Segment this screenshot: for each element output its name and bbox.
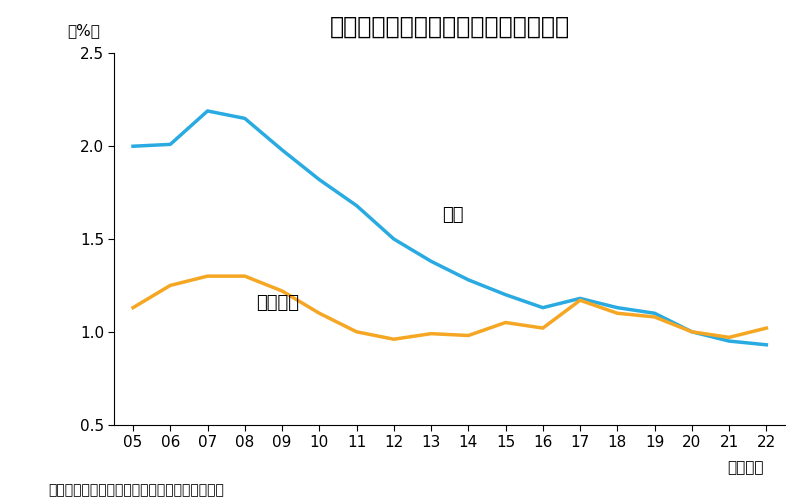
Text: （注）日本資産運用基盤の協力を得て本紙作成: （注）日本資産運用基盤の協力を得て本紙作成: [48, 484, 224, 498]
Text: （%）: （%）: [67, 24, 100, 38]
Text: （年度）: （年度）: [727, 460, 764, 475]
Text: 有価証券: 有価証券: [256, 294, 299, 312]
Text: 貸出: 貸出: [442, 206, 464, 224]
Title: 地域銀　貸出・有価証券の利回り推移: 地域銀 貸出・有価証券の利回り推移: [330, 15, 570, 39]
